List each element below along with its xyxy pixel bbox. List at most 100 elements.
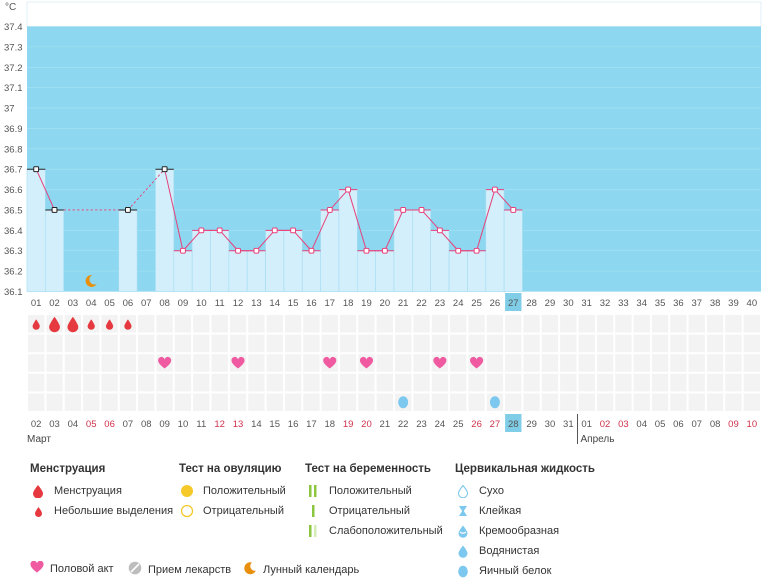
legend-label: Водянистая	[479, 545, 540, 557]
blood-drop-icon	[67, 316, 79, 333]
grid-cell	[468, 373, 485, 392]
grid-cell	[541, 315, 559, 333]
cycle-day-label: 21	[398, 298, 409, 309]
cycle-day-label: 16	[306, 298, 317, 309]
grid-cell	[505, 315, 522, 333]
date-label: 10	[178, 419, 189, 430]
grid-cell	[64, 393, 82, 411]
date-label: 03	[49, 419, 60, 430]
y-tick-label: 37.1	[4, 83, 23, 94]
date-label: 07	[691, 419, 702, 430]
legend-label: Менструация	[54, 485, 122, 497]
cycle-day-label: 30	[563, 298, 574, 309]
date-label: 02	[31, 419, 42, 430]
grid-cell	[303, 354, 320, 372]
grid-cell	[64, 334, 82, 353]
grid-cell	[688, 393, 705, 411]
grid-cell	[633, 354, 650, 372]
watery-drop-icon	[455, 543, 471, 559]
grid-cell	[670, 354, 687, 372]
y-tick-label: 36.6	[4, 185, 23, 196]
legend-item-dry: Сухо	[455, 481, 595, 501]
temperature-line-segment	[256, 230, 276, 252]
grid-cell	[101, 373, 118, 392]
grid-cell	[266, 334, 283, 353]
grid-cell	[523, 315, 540, 333]
grid-cell	[615, 393, 632, 411]
grid-cell	[339, 334, 357, 353]
temperature-point	[492, 186, 498, 193]
grid-cell	[193, 334, 210, 353]
grid-cell	[83, 334, 100, 353]
grid-cell	[596, 354, 614, 372]
date-label: 05	[655, 419, 666, 430]
y-tick-label: 36.1	[4, 287, 23, 298]
temperature-bar	[320, 209, 340, 292]
egg-white-icon	[455, 563, 471, 579]
date-label: 19	[343, 419, 354, 430]
temperature-bar	[503, 209, 523, 292]
cycle-day-label: 13	[251, 298, 262, 309]
grid-cell	[688, 354, 705, 372]
month-label: Апрель	[581, 434, 615, 445]
grid-cell	[174, 393, 192, 411]
temperature-bar	[265, 230, 285, 292]
date-label: 21	[380, 419, 391, 430]
grid-cell	[541, 373, 559, 392]
grid-cell	[248, 373, 265, 392]
legend-label: Небольшие выделения	[54, 505, 174, 517]
grid-cell	[633, 315, 650, 333]
temperature-point	[363, 247, 370, 254]
grid-cell	[174, 354, 192, 372]
temperature-line-segment	[329, 189, 349, 211]
grid-cell	[64, 354, 82, 372]
grid-cell	[211, 373, 228, 392]
y-tick-label: 36.3	[4, 246, 23, 257]
grid-cell	[119, 334, 137, 353]
legend-label: Отрицательный	[329, 505, 410, 517]
blood-drop-icon	[30, 483, 46, 499]
grid-cell	[688, 315, 705, 333]
temperature-line-segment	[494, 189, 514, 211]
grid-cell	[358, 373, 375, 392]
heart-icon	[470, 356, 484, 369]
grid-cell	[578, 334, 595, 353]
grid-cell	[560, 315, 577, 333]
grid-cell	[578, 315, 595, 333]
temperature-line-segment	[347, 189, 367, 251]
date-label: 24	[435, 419, 446, 430]
temperature-bar	[412, 209, 432, 292]
grid-cell	[83, 373, 100, 392]
legend-title: Цервикальная жидкость	[455, 463, 595, 475]
temperature-point	[33, 166, 40, 173]
temperature-bar	[467, 250, 487, 292]
cycle-day-label: 29	[545, 298, 556, 309]
cycle-day-label: 19	[361, 298, 372, 309]
cycle-day-label: 23	[435, 298, 446, 309]
dry-drop-icon	[455, 483, 471, 499]
grid-cell	[725, 373, 742, 392]
grid-cell	[706, 315, 724, 333]
grid-cell	[651, 315, 669, 333]
y-tick-label: 36.4	[4, 226, 23, 237]
grid-cell	[523, 334, 540, 353]
grid-cell	[450, 315, 467, 333]
legend-item-faint: Слабоположительный	[305, 521, 443, 541]
grid-cell	[321, 393, 338, 411]
grid-cell	[560, 334, 577, 353]
grid-cell	[450, 393, 467, 411]
grid-cell	[174, 373, 192, 392]
small-drop-icon	[124, 319, 132, 330]
grid-cell	[395, 354, 412, 372]
cycle-day-label: 10	[196, 298, 207, 309]
legend-medication: Прием лекарств	[128, 561, 231, 578]
legend-item-creamy: Кремообразная	[455, 521, 595, 541]
grid-cell	[706, 373, 724, 392]
grid-cell	[670, 373, 687, 392]
bbt-chart: °C 37.4 37.3 37.2 37.1 37 36.9 36.8 36.7 36.6 36.5…	[4, 1, 762, 445]
pill-icon	[128, 561, 142, 578]
grid-cell	[541, 334, 559, 353]
grid-cell	[211, 354, 228, 372]
cycle-day-label: 15	[288, 298, 299, 309]
cycle-day-label: 08	[159, 298, 170, 309]
